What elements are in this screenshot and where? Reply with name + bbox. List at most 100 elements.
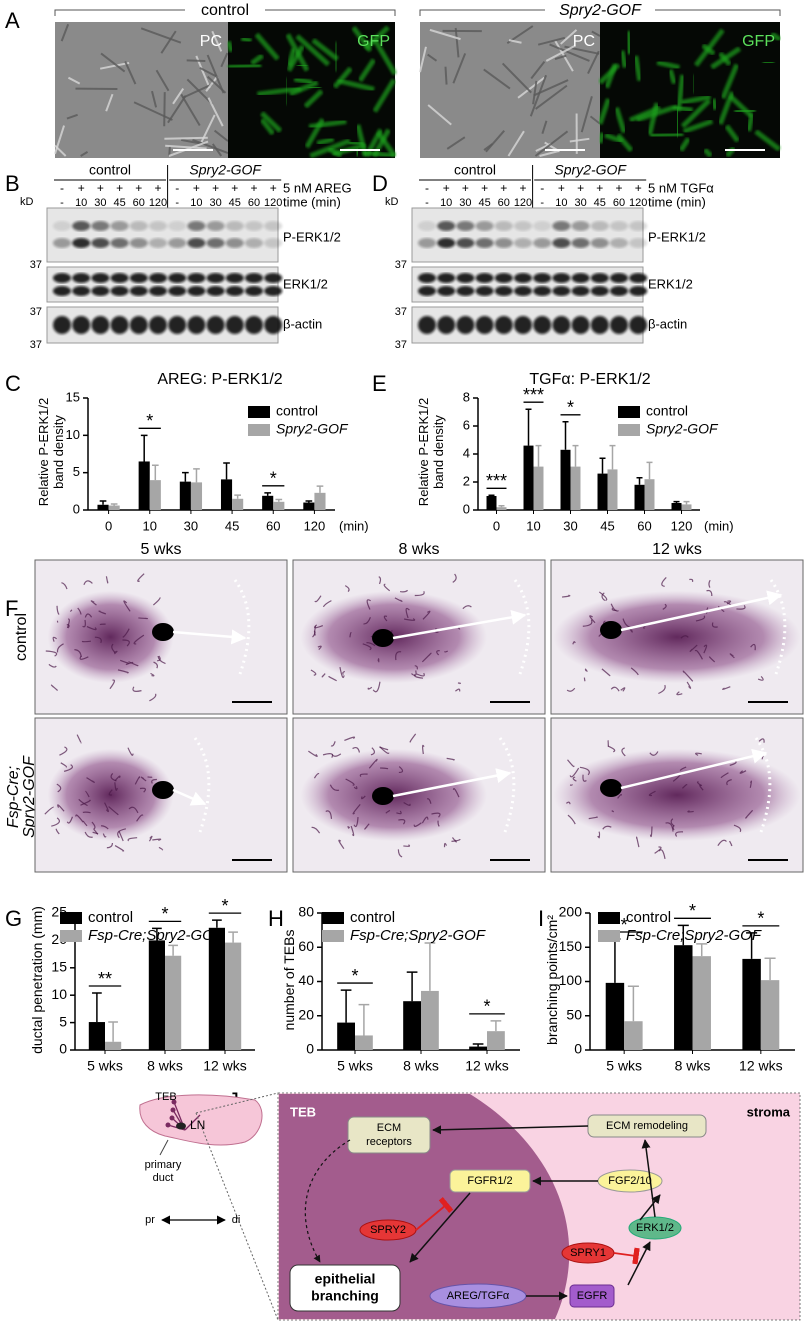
cell: [60, 23, 70, 42]
duct: [328, 676, 337, 682]
duct: [648, 790, 656, 797]
lane-sign: +: [462, 181, 469, 195]
marker-label: 37: [30, 259, 42, 271]
lane-sign: +: [481, 181, 488, 195]
duct: [353, 817, 359, 828]
error-bar: [424, 942, 436, 991]
cell: [207, 97, 224, 127]
duct: [569, 767, 580, 778]
blot-label: P-ERK1/2: [648, 229, 706, 244]
band: [110, 286, 129, 296]
cell: [309, 138, 351, 159]
cell: [168, 145, 171, 157]
y-axis-label: ductal penetration (mm): [29, 906, 45, 1054]
lane-sign: +: [500, 181, 507, 195]
duct: [86, 777, 95, 783]
band: [206, 286, 225, 296]
panel-label: H: [268, 906, 284, 931]
duct: [455, 688, 461, 692]
duct: [82, 619, 86, 628]
gland-label: di: [232, 1214, 241, 1226]
legend-swatch: [248, 406, 270, 418]
lane-sign: +: [558, 181, 565, 195]
cell: [569, 137, 590, 143]
duct: [708, 656, 716, 663]
band: [245, 316, 263, 334]
duct: [85, 790, 90, 798]
error-bar: [92, 992, 102, 1023]
duct: [726, 779, 732, 786]
duct: [385, 809, 391, 814]
duct: [314, 595, 322, 603]
cell: [619, 50, 628, 68]
treatment: 5 nM TGFα: [648, 180, 714, 195]
front-line: [233, 579, 251, 675]
duct: [567, 814, 576, 825]
x-tick-label: 12 wks: [465, 1058, 509, 1074]
duct: [658, 849, 666, 859]
band: [187, 286, 206, 296]
duct: [383, 583, 391, 592]
error-bar: [525, 408, 532, 446]
duct: [689, 644, 698, 652]
band: [552, 221, 571, 231]
x-axis-label: (min): [704, 518, 734, 533]
band: [53, 238, 71, 248]
y-tick-label: 5: [59, 1013, 67, 1029]
duct: [134, 776, 141, 785]
y-tick-label: 4: [463, 445, 470, 460]
duct: [601, 592, 606, 602]
significance-label: *: [270, 469, 277, 489]
duct: [136, 814, 144, 822]
error-bar: [168, 944, 178, 956]
duct: [347, 826, 351, 829]
duct: [717, 605, 725, 613]
penetration-arrow: [620, 748, 768, 790]
lane-time: 10: [440, 197, 452, 209]
lane-time: 30: [459, 197, 471, 209]
channel-label: PC: [573, 33, 595, 50]
pathway-diagram: [277, 1092, 801, 1321]
cell: [580, 96, 593, 133]
duct: [330, 741, 336, 747]
y-tick-label: 0: [463, 501, 470, 516]
bar: [232, 498, 244, 510]
band: [514, 316, 532, 334]
bar: [674, 945, 693, 1050]
error-bar: [498, 505, 505, 508]
duct: [444, 650, 448, 653]
duct: [379, 746, 389, 751]
lane-sign: -: [60, 181, 64, 195]
cell: [452, 53, 467, 84]
error-bar: [152, 927, 162, 941]
cell: [372, 38, 398, 76]
penetration-arrow: [172, 629, 247, 645]
lane-sign: +: [78, 181, 85, 195]
node-label: receptors: [366, 1136, 412, 1148]
cell: [211, 30, 223, 52]
cell: [678, 137, 691, 152]
cell: [303, 89, 324, 109]
legend-swatch: [322, 930, 344, 942]
duct: [675, 831, 684, 837]
cell: [554, 54, 567, 61]
duct: [114, 782, 118, 791]
cell: [604, 63, 618, 89]
y-axis-label-line: band density: [431, 415, 446, 489]
region-label: stroma: [747, 1104, 791, 1119]
duct: [649, 826, 653, 838]
error-bar: [316, 485, 324, 493]
cell: [454, 27, 460, 58]
duct: [399, 589, 409, 593]
band: [629, 221, 648, 231]
duct: [117, 669, 129, 674]
duct: [150, 672, 155, 677]
x-axis-label: (min): [339, 518, 369, 533]
cell: [357, 58, 376, 83]
band: [225, 316, 244, 334]
band: [110, 273, 129, 283]
duct: [114, 775, 121, 782]
cell: [332, 66, 353, 89]
duct: [310, 669, 317, 676]
duct: [157, 655, 166, 665]
